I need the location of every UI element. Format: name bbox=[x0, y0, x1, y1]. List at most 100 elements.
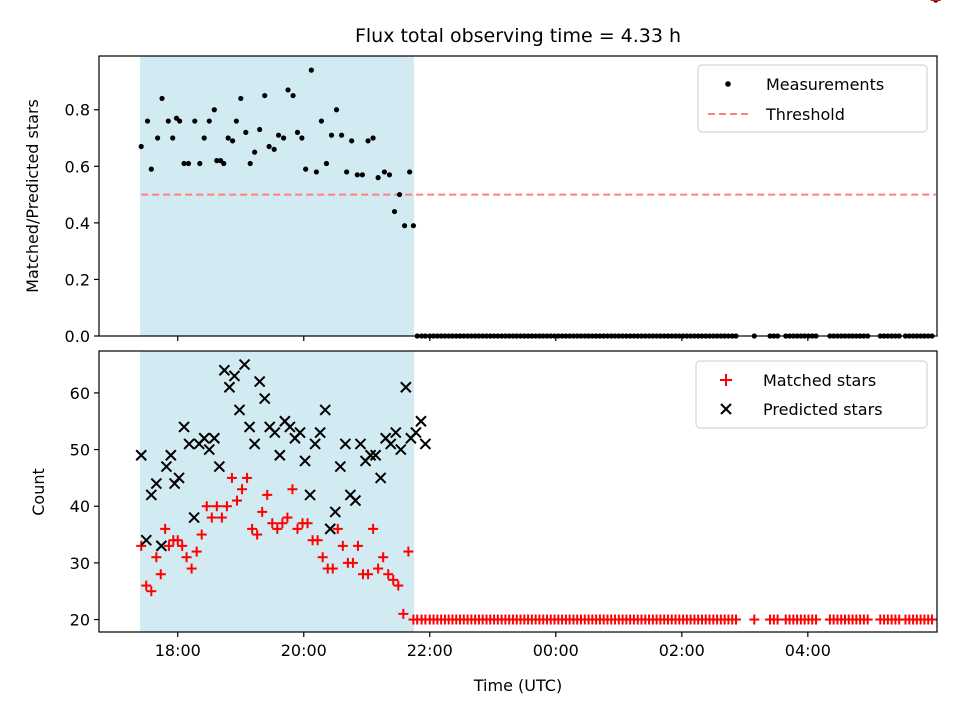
matched-star-point bbox=[282, 512, 293, 523]
predicted-star-point bbox=[415, 415, 427, 427]
measurement-point bbox=[328, 132, 335, 138]
matched-star-point bbox=[257, 506, 268, 517]
matched-star-point bbox=[277, 518, 288, 529]
matched-star-point bbox=[332, 523, 343, 534]
measurement-point bbox=[365, 138, 371, 144]
matched-star-point bbox=[226, 472, 237, 483]
measurement-point bbox=[211, 107, 217, 113]
matched-star-point bbox=[388, 574, 399, 585]
predicted-star-point bbox=[364, 449, 377, 461]
matched-star-point bbox=[231, 495, 242, 506]
matched-star-point bbox=[368, 523, 379, 534]
measurement-point bbox=[138, 143, 144, 150]
matched-star-point bbox=[312, 535, 323, 546]
measurement-point bbox=[247, 160, 253, 167]
measurement-point bbox=[308, 67, 314, 73]
measurement-point bbox=[338, 132, 345, 138]
predicted-star-point bbox=[314, 426, 326, 439]
matched-star-point bbox=[393, 580, 404, 591]
matched-star-point bbox=[181, 552, 192, 563]
predicted-star-point bbox=[284, 421, 296, 433]
measurement-point bbox=[238, 95, 244, 102]
predicted-star-point bbox=[253, 375, 266, 388]
predicted-star-point bbox=[395, 443, 407, 456]
bottom-y-axis-title: Count bbox=[29, 468, 48, 516]
measurement-point bbox=[407, 169, 413, 175]
measurement-point bbox=[294, 129, 301, 135]
measurement-point bbox=[333, 107, 340, 113]
matched-star-point bbox=[196, 529, 207, 540]
matched-star-point bbox=[252, 529, 263, 540]
predicted-star-point bbox=[334, 460, 347, 473]
top-y-tick-label: 0.6 bbox=[65, 157, 90, 176]
matched-star-point bbox=[731, 614, 742, 625]
matched-star-point bbox=[287, 484, 298, 495]
predicted-star-point bbox=[243, 421, 256, 433]
matched-star-point bbox=[862, 614, 873, 625]
matched-star-point bbox=[211, 501, 222, 512]
measurement-point bbox=[386, 172, 393, 178]
matched-star-point bbox=[206, 512, 217, 523]
predicted-star-point bbox=[208, 432, 221, 444]
legend-label-matched: Matched stars bbox=[763, 371, 876, 390]
chart-title: Flux total observing time = 4.33 h bbox=[355, 25, 681, 47]
top-panel: 0.00.20.40.60.8 Matched/Predicted stars … bbox=[23, 0, 939, 346]
measurement-point bbox=[206, 118, 212, 124]
measurement-point bbox=[290, 92, 296, 99]
x-tick-label: 20:00 bbox=[281, 641, 327, 660]
x-tick-label: 18:00 bbox=[155, 641, 201, 660]
measurement-point bbox=[192, 118, 198, 124]
measurement-point bbox=[375, 175, 381, 181]
measurement-point bbox=[154, 135, 161, 141]
matched-star-point bbox=[221, 501, 232, 512]
bottom-highlight-region bbox=[139, 351, 415, 632]
measurement-point bbox=[275, 132, 282, 138]
matched-star-point bbox=[155, 569, 166, 580]
predicted-star-point bbox=[178, 421, 190, 433]
predicted-star-point bbox=[354, 438, 367, 450]
legend-label-threshold: Threshold bbox=[765, 105, 845, 124]
matched-star-point bbox=[272, 523, 283, 534]
measurement-point bbox=[281, 135, 287, 141]
matched-star-point bbox=[216, 512, 227, 523]
matched-star-point bbox=[160, 523, 171, 534]
predicted-star-point bbox=[294, 426, 306, 439]
measurement-point bbox=[185, 160, 192, 167]
x-tick-label: 22:00 bbox=[407, 641, 453, 660]
matched-star-point bbox=[347, 557, 358, 568]
matched-star-point bbox=[163, 540, 174, 551]
legend-marker-matched bbox=[720, 374, 732, 386]
top-y-tick-label: 0.2 bbox=[65, 270, 90, 289]
legend-label-measurements: Measurements bbox=[766, 75, 884, 94]
bottom-legend-box bbox=[695, 360, 928, 429]
bottom-plot-frame bbox=[98, 350, 938, 633]
bottom-legend: Matched stars Predicted stars bbox=[695, 360, 928, 429]
x-tick-label: 04:00 bbox=[785, 641, 831, 660]
measurement-point bbox=[170, 135, 176, 141]
matched-star-point bbox=[403, 546, 414, 557]
measurement-point bbox=[201, 135, 207, 141]
predicted-star-point bbox=[339, 438, 352, 450]
top-y-axis-title: Matched/Predicted stars bbox=[23, 99, 42, 293]
matched-star-point bbox=[383, 569, 394, 580]
matched-star-point bbox=[136, 540, 147, 551]
measurement-point bbox=[221, 160, 227, 167]
measurement-point bbox=[262, 92, 268, 99]
bottom-y-tick-label: 60 bbox=[70, 384, 90, 403]
predicted-star-point bbox=[304, 489, 316, 501]
x-tick-label: 00:00 bbox=[533, 641, 579, 660]
top-legend-box bbox=[697, 64, 928, 133]
predicted-star-point bbox=[228, 370, 241, 382]
predicted-star-point bbox=[160, 460, 173, 473]
measurement-point bbox=[381, 169, 388, 175]
predicted-star-point bbox=[369, 449, 382, 461]
matched-star-point bbox=[378, 552, 389, 563]
predicted-star-point bbox=[145, 489, 158, 501]
measurement-point bbox=[252, 149, 258, 155]
matched-star-point bbox=[146, 586, 157, 597]
predicted-star-point bbox=[165, 449, 177, 461]
matched-star-point bbox=[141, 580, 152, 591]
matched-star-point bbox=[302, 518, 313, 529]
matched-star-point bbox=[292, 523, 303, 534]
